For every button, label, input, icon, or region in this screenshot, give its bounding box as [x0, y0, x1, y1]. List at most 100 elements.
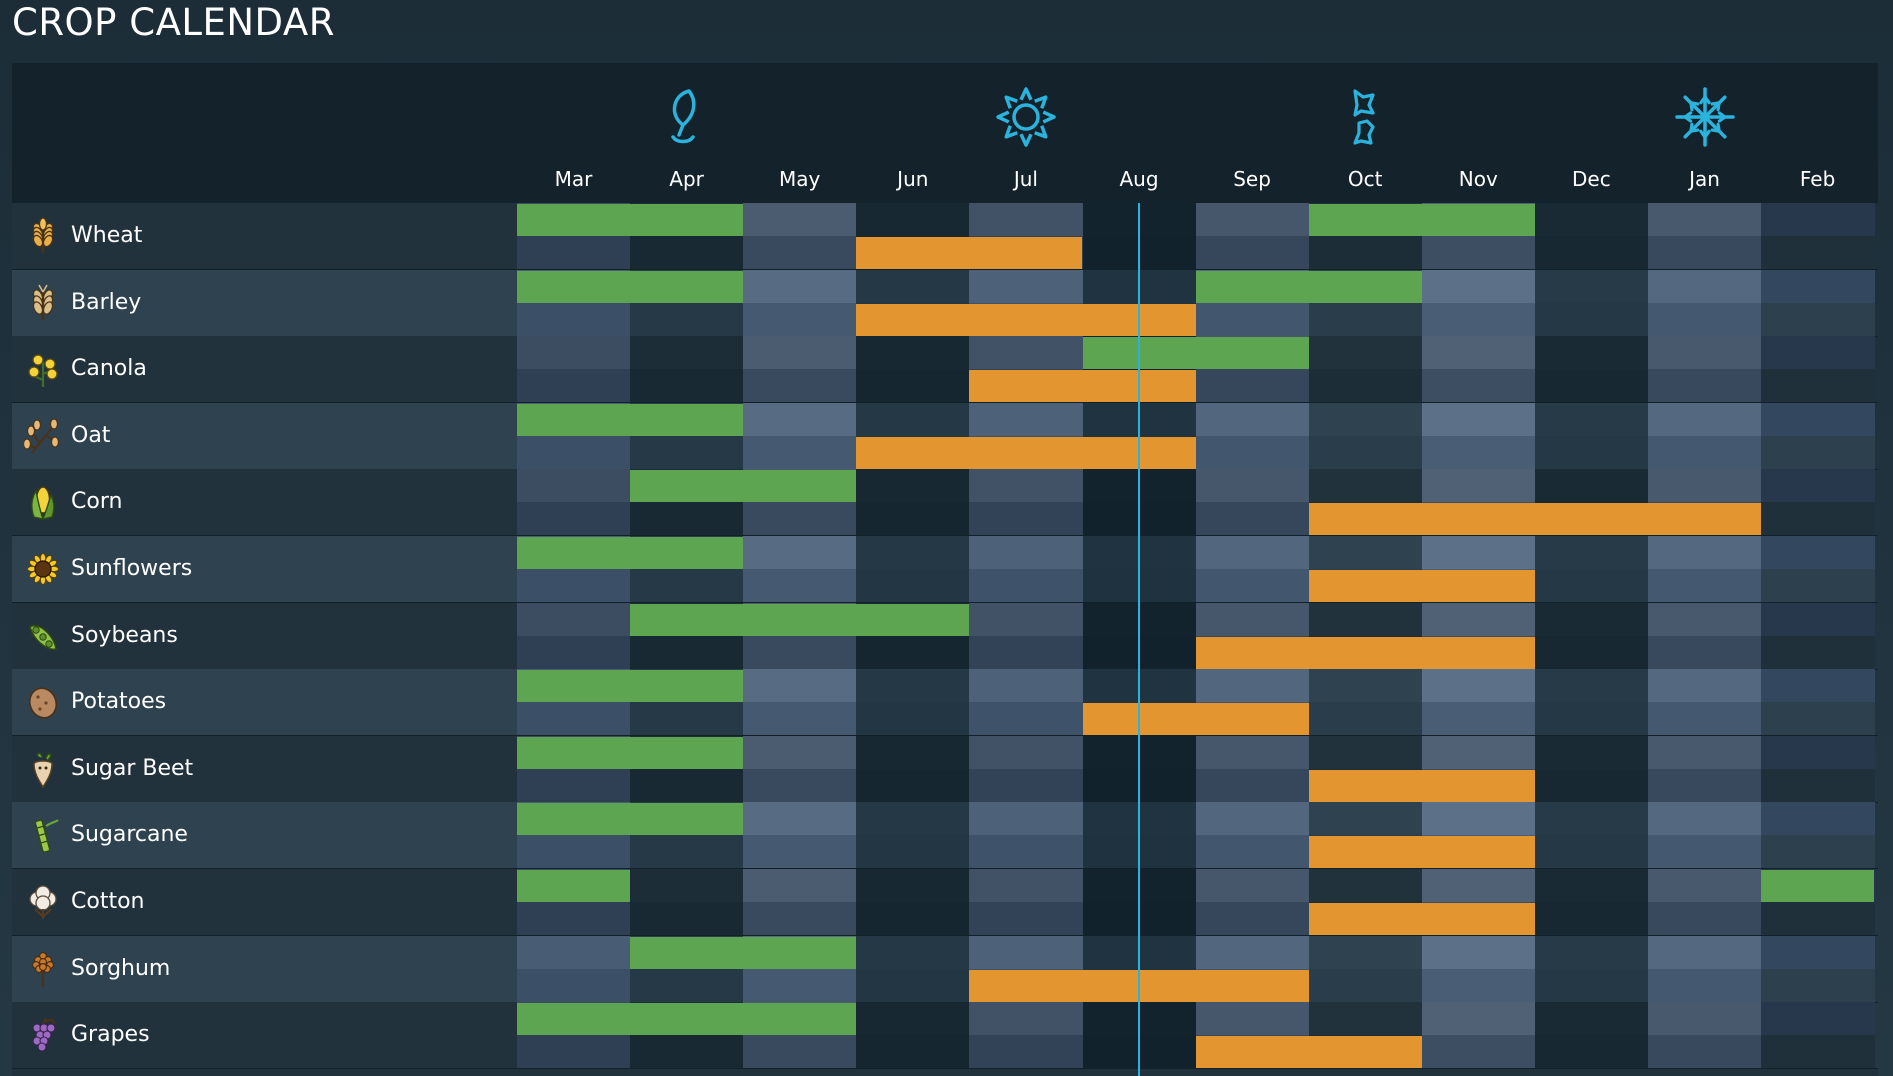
calendar-cell: [856, 536, 971, 569]
calendar-cell: [1761, 935, 1876, 969]
crop-row-potatoes[interactable]: Potatoes: [12, 669, 1878, 737]
calendar-cell: [1761, 635, 1876, 669]
calendar-cell: [630, 968, 745, 1002]
calendar-header: Mar Apr May Jun Jul Aug Sep Oct Nov Dec Jan Feb: [12, 63, 1878, 203]
calendar-cell: [1761, 236, 1876, 269]
crop-row-wheat[interactable]: Wheat: [12, 203, 1878, 270]
row-divider: [12, 1001, 1878, 1003]
crop-name: Canola: [71, 356, 147, 382]
calendar-cell: [1648, 635, 1762, 669]
cotton-icon: [29, 885, 57, 919]
calendar-cell: [856, 203, 971, 236]
calendar-cell: [517, 502, 631, 536]
calendar-cell: [856, 968, 971, 1002]
calendar-cell: [1421, 1035, 1536, 1069]
harvest-bar: [856, 436, 1196, 469]
calendar-cell: [743, 336, 858, 370]
calendar-cell: [1534, 203, 1649, 236]
calendar-cell: [1421, 536, 1536, 569]
calendar-cell: [1421, 802, 1536, 836]
calendar-cell: [969, 735, 1084, 769]
crop-row-soybeans[interactable]: Soybeans: [12, 602, 1878, 670]
calendar-cell: [1534, 835, 1649, 869]
oat-icon: [24, 418, 60, 454]
month-label-jul: Jul: [1013, 167, 1038, 191]
calendar-cell: [1308, 302, 1423, 336]
month-label-mar: Mar: [554, 167, 593, 191]
calendar-cell: [743, 236, 858, 269]
crop-row-grapes[interactable]: Grapes: [12, 1002, 1878, 1070]
calendar-cell: [1421, 735, 1536, 769]
calendar-cell: [743, 536, 858, 569]
calendar-cell: [1648, 702, 1762, 736]
calendar-cell: [743, 902, 858, 935]
calendar-cell: [1534, 935, 1649, 969]
crop-row-sorghum[interactable]: Sorghum: [12, 935, 1878, 1003]
calendar-cell: [1195, 569, 1310, 602]
crop-label-cell: [12, 735, 517, 802]
calendar-cell: [1761, 469, 1876, 503]
crop-row-cotton[interactable]: Cotton: [12, 869, 1878, 936]
calendar-cell: [1761, 1035, 1876, 1069]
calendar-cell: [1534, 968, 1649, 1002]
calendar-cell: [1195, 502, 1310, 536]
calendar-cell: [517, 302, 631, 336]
crop-row-oat[interactable]: Oat: [12, 402, 1878, 470]
calendar-cell: [1195, 835, 1310, 869]
calendar-cell: [1195, 768, 1310, 802]
crop-label-cell: [12, 469, 517, 536]
crop-label-cell: [12, 669, 517, 736]
calendar-cell: [1421, 236, 1536, 269]
calendar-cell: [1648, 669, 1762, 703]
calendar-cell: [1534, 802, 1649, 836]
calendar-cell: [1648, 435, 1762, 469]
calendar-cell: [1648, 402, 1762, 436]
calendar-cell: [1648, 935, 1762, 969]
crop-row-corn[interactable]: Corn: [12, 469, 1878, 537]
calendar-cell: [1195, 236, 1310, 269]
calendar-cell: [1534, 602, 1649, 636]
calendar-cell: [1421, 935, 1536, 969]
canola-icon: [28, 354, 58, 388]
planting-bar: [517, 1003, 857, 1036]
falling-leaves-icon: [1353, 89, 1375, 145]
calendar-cell: [517, 336, 631, 370]
calendar-cell: [856, 369, 971, 403]
calendar-cell: [1761, 768, 1876, 802]
snowflake-icon: [1674, 87, 1735, 147]
calendar-cell: [517, 635, 631, 669]
sugarcane-icon: [34, 819, 59, 854]
calendar-cell: [630, 369, 745, 403]
crop-label-cell: [12, 336, 517, 403]
calendar-cell: [1421, 602, 1536, 636]
calendar-cell: [969, 536, 1084, 569]
crop-row-canola[interactable]: Canola: [12, 336, 1878, 404]
harvest-bar: [1308, 836, 1535, 869]
month-label-apr: Apr: [669, 167, 704, 191]
potato-icon: [28, 687, 58, 719]
calendar-cell: [969, 935, 1084, 969]
crop-row-sugarcane[interactable]: Sugarcane: [12, 802, 1878, 870]
calendar-cell: [1534, 536, 1649, 569]
crop-row-sugar-beet[interactable]: Sugar Beet: [12, 735, 1878, 803]
crop-name: Potatoes: [71, 689, 167, 715]
harvest-bar: [1082, 703, 1309, 736]
calendar-cell: [1534, 869, 1649, 902]
calendar-cell: [1308, 869, 1423, 902]
calendar-cell: [1648, 869, 1762, 902]
calendar-cell: [1534, 302, 1649, 336]
calendar-cell: [630, 902, 745, 935]
calendar-cell: [1648, 802, 1762, 836]
calendar-cell: [630, 435, 745, 469]
calendar-cell: [1195, 935, 1310, 969]
calendar-cell: [1308, 236, 1423, 269]
harvest-bar: [1195, 1036, 1422, 1069]
current-date-indicator: [1138, 203, 1141, 1076]
crop-row-barley[interactable]: Barley: [12, 269, 1878, 337]
crop-row-sunflowers[interactable]: Sunflowers: [12, 536, 1878, 603]
calendar-cell: [856, 669, 971, 703]
calendar-cell: [856, 802, 971, 836]
calendar-cell: [856, 869, 971, 902]
crop-name: Sorghum: [71, 955, 171, 981]
calendar-cell: [969, 269, 1084, 303]
